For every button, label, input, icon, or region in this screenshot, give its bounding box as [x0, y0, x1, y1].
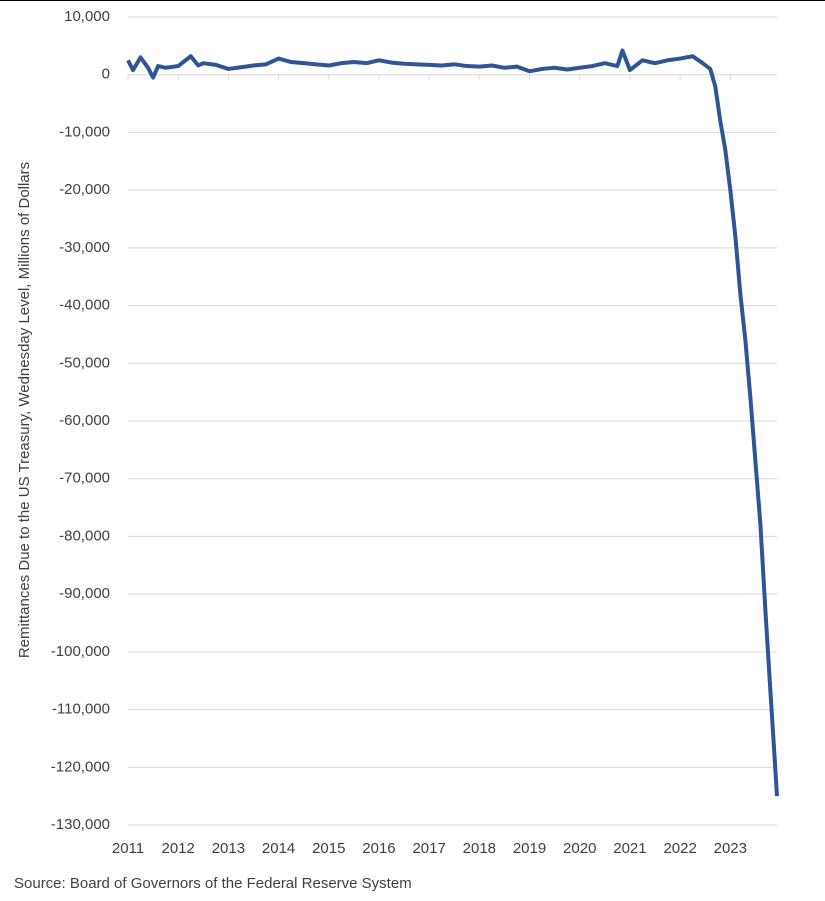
y-tick-label: -30,000 [59, 239, 110, 256]
source-note: Source: Board of Governors of the Federa… [14, 875, 412, 892]
y-tick-label: -10,000 [59, 123, 110, 140]
x-tick-label: 2019 [513, 840, 546, 857]
y-axis-title: Remittances Due to the US Treasury, Wedn… [16, 162, 33, 658]
x-tick-label: 2012 [162, 840, 195, 857]
y-tick-label: -20,000 [59, 181, 110, 198]
y-tick-label: -110,000 [52, 701, 110, 718]
x-tick-label: 2022 [663, 840, 696, 857]
x-tick-label: 2017 [412, 840, 445, 857]
x-tick-label: 2015 [312, 840, 345, 857]
y-tick-label: 10,000 [64, 8, 110, 25]
x-tick-label: 2016 [362, 840, 395, 857]
x-tick-label: 2021 [613, 840, 646, 857]
y-tick-label: -100,000 [51, 643, 110, 660]
x-tick-label: 2014 [262, 840, 295, 857]
y-tick-label: -130,000 [51, 816, 110, 833]
x-tick-label: 2018 [463, 840, 496, 857]
x-tick-label: 2023 [714, 840, 747, 857]
x-tick-label: 2020 [563, 840, 596, 857]
x-tick-label: 2013 [212, 840, 245, 857]
y-tick-label: -60,000 [59, 412, 110, 429]
y-tick-label: -90,000 [59, 585, 110, 602]
y-tick-label: 0 [102, 66, 110, 83]
data-line [126, 48, 779, 797]
y-tick-label: -70,000 [59, 470, 110, 487]
y-tick-label: -120,000 [51, 758, 110, 775]
y-tick-label: -40,000 [59, 297, 110, 314]
x-tick-label: 2011 [112, 840, 144, 857]
y-tick-label: -80,000 [59, 527, 110, 544]
y-tick-label: -50,000 [59, 354, 110, 371]
